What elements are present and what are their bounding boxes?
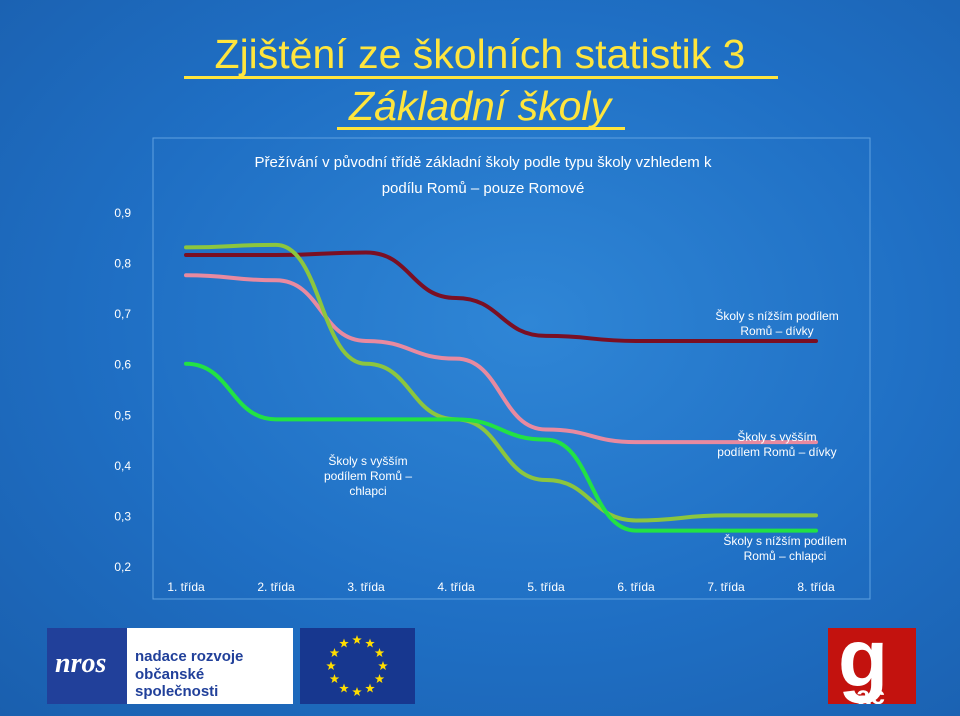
series-label: Romů – dívky: [740, 324, 813, 338]
y-tick-label: 0,9: [114, 206, 131, 220]
nros-logo-line1: nadace rozvoje: [135, 648, 244, 665]
eu-star-icon: [365, 683, 375, 693]
series-line-1: [184, 250, 818, 343]
series-label: Školy s nížším podílem: [715, 308, 838, 323]
y-axis-ticks: 0,9 0,8 0,7 0,6 0,5 0,4 0,3 0,2: [114, 206, 131, 574]
series-label: chlapci: [349, 484, 386, 498]
series-line-2: [184, 273, 818, 445]
series-lines: [184, 242, 818, 533]
x-tick-label: 2. třída: [257, 580, 295, 594]
subtitle-underline: [337, 127, 625, 130]
x-tick-label: 6. třída: [617, 580, 655, 594]
chart-title-line: Přežívání v původní třídě základní školy…: [255, 154, 712, 171]
x-tick-label: 5. třída: [527, 580, 565, 594]
series-label: podílem Romů – dívky: [717, 445, 836, 459]
nros-logo: nros nadace rozvoje občanské společnosti: [47, 628, 293, 704]
y-tick-label: 0,6: [114, 358, 131, 372]
slide-subtitle: Základní školy: [348, 83, 612, 129]
eu-star-icon: [352, 635, 362, 645]
series-label: Školy s vyšším: [328, 453, 407, 468]
y-tick-label: 0,8: [114, 257, 131, 271]
eu-stars-icon: [326, 635, 388, 697]
x-tick-label: 3. třída: [347, 580, 385, 594]
gac-logo-sub: ac: [856, 680, 885, 704]
nros-logo-strip: nros: [47, 628, 127, 704]
eu-flag-logo: [300, 628, 415, 704]
y-tick-label: 0,3: [114, 509, 131, 523]
nros-logo-line2: občanské společnosti: [135, 666, 219, 700]
series-label: Romů – chlapci: [744, 549, 827, 563]
y-tick-label: 0,2: [114, 560, 131, 574]
eu-star-icon: [374, 674, 385, 684]
slide-title: Zjištění ze školních statistik 3: [214, 31, 746, 77]
eu-star-icon: [352, 687, 362, 697]
gac-logo: g ac: [828, 628, 916, 704]
eu-star-icon: [329, 674, 340, 684]
series-label: Školy s vyšším: [737, 429, 816, 444]
gac-logo-letter: g: [838, 628, 889, 704]
eu-star-icon: [365, 638, 375, 648]
x-tick-label: 8. třída: [797, 580, 835, 594]
series-line-3: [184, 242, 818, 523]
eu-star-icon: [329, 648, 340, 658]
x-tick-label: 4. třída: [437, 580, 475, 594]
eu-star-icon: [378, 661, 388, 671]
eu-star-icon: [339, 683, 349, 693]
title-underline: [184, 76, 778, 79]
chart-title: Přežívání v původní třídě základní školy…: [255, 154, 712, 197]
series-label: podílem Romů –: [324, 469, 412, 483]
y-tick-label: 0,7: [114, 307, 131, 321]
series-label: Školy s nížším podílem: [723, 533, 846, 548]
chart-title-line: podílu Romů – pouze Romové: [382, 180, 585, 197]
y-tick-label: 0,4: [114, 459, 131, 473]
chart-frame: [152, 137, 871, 600]
x-tick-label: 7. třída: [707, 580, 745, 594]
eu-star-icon: [374, 648, 385, 658]
y-tick-label: 0,5: [114, 408, 131, 422]
x-tick-label: 1. třída: [167, 580, 205, 594]
nros-logo-mark: nros: [55, 648, 107, 679]
eu-star-icon: [326, 661, 336, 671]
x-axis-ticks: 1. třída 2. třída 3. třída 4. třída 5. třída…: [167, 580, 835, 594]
eu-star-icon: [339, 638, 349, 648]
